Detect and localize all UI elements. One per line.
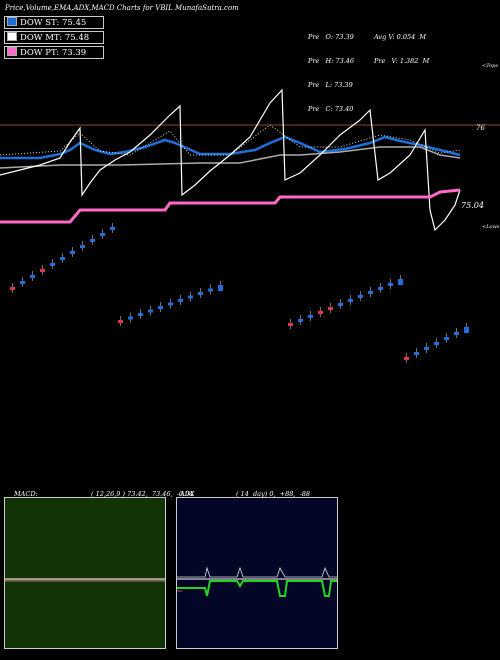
dow-st-label: DOW ST: 75.45 <box>20 18 87 28</box>
candle <box>168 302 173 306</box>
lows-label: <Lows <box>482 224 500 230</box>
candle <box>70 251 75 254</box>
prev-open: Pre O: 73.39 <box>308 33 354 41</box>
avg-volume: Avg V: 0.054 M <box>374 33 427 41</box>
candle <box>138 313 143 316</box>
candle <box>218 285 223 291</box>
macd-panel <box>4 497 166 649</box>
candle <box>110 227 115 230</box>
candle <box>50 263 55 266</box>
dow-mt-label: DOW MT: 75.48 <box>20 33 90 43</box>
candle <box>398 279 403 285</box>
candle <box>308 315 313 318</box>
candle <box>338 303 343 306</box>
tops-label: <Tops <box>482 63 498 69</box>
candle <box>378 287 383 290</box>
adx-title: ADX <box>180 490 195 498</box>
adx-panel <box>176 497 338 649</box>
price-line <box>0 88 461 232</box>
overlay-lines <box>0 88 461 232</box>
dow-mt-line <box>0 146 461 169</box>
candle <box>30 275 35 278</box>
prev-low: Pre L: 73.39 <box>308 81 353 89</box>
candle <box>90 239 95 242</box>
candle <box>80 245 85 248</box>
candle <box>158 306 163 309</box>
candle <box>288 323 293 326</box>
dow-pt-line <box>0 188 461 224</box>
dow-st-badge: DOW ST: 75.45 <box>4 16 104 29</box>
candle <box>404 357 409 360</box>
candle <box>358 295 363 298</box>
candle <box>40 269 45 272</box>
candle <box>100 233 105 236</box>
adx-plus-di-line <box>177 580 337 597</box>
candle <box>148 309 153 313</box>
candle <box>328 307 333 310</box>
candle <box>118 320 123 323</box>
chart-title: Price,Volume,EMA,ADX,MACD Charts for VBI… <box>5 4 239 12</box>
dow-pt-badge: DOW PT: 73.39 <box>4 46 104 59</box>
dow-st-swatch <box>7 17 17 26</box>
candle <box>60 257 65 260</box>
candle <box>208 288 213 292</box>
dotted-ema-line <box>0 124 461 156</box>
candle <box>178 299 183 302</box>
dow-mt-swatch <box>7 32 17 41</box>
candle <box>414 352 419 355</box>
dow-pt-label: DOW PT: 73.39 <box>20 48 87 58</box>
candles <box>10 223 469 363</box>
candle <box>368 291 373 294</box>
macd-plot <box>5 578 165 582</box>
price-chart: <Tops <Lows 76 75.04 <box>0 63 500 363</box>
candle <box>424 347 429 350</box>
candle <box>388 283 393 286</box>
candle <box>20 281 25 284</box>
candle <box>198 292 203 295</box>
candle <box>348 299 353 302</box>
candle <box>454 332 459 335</box>
dow-mt-badge: DOW MT: 75.48 <box>4 31 104 44</box>
dow-pt-swatch <box>7 47 17 56</box>
prev-high: Pre H: 73.46 <box>308 57 355 65</box>
candle <box>298 319 303 322</box>
macd-title: MACD: <box>14 490 38 498</box>
level-76-label: 76 <box>476 124 485 132</box>
adx-plot <box>177 566 337 597</box>
volume-block: Avg V: 0.054 M Pre V: 1.382 M <box>374 17 429 73</box>
candle <box>434 342 439 345</box>
prev-volume: Pre V: 1.382 M <box>374 57 430 65</box>
macd-params: ( 12,26,9 ) 73.42, 73.46, -0.04 <box>91 490 194 498</box>
candle <box>464 327 469 333</box>
adx-params: ( 14 day) 0, +88, -88 <box>236 490 311 498</box>
level-75-04-label: 75.04 <box>461 201 484 210</box>
candle <box>318 311 323 314</box>
candle <box>188 295 193 299</box>
prev-close: Pre C: 73.40 <box>308 105 354 113</box>
candle <box>444 337 449 340</box>
adx-minus-di-line <box>177 566 337 578</box>
candle <box>10 287 15 290</box>
ohlc-block: Pre O: 73.39 Pre H: 73.46 Pre L: 73.39 P… <box>308 17 354 121</box>
candle <box>128 316 133 320</box>
